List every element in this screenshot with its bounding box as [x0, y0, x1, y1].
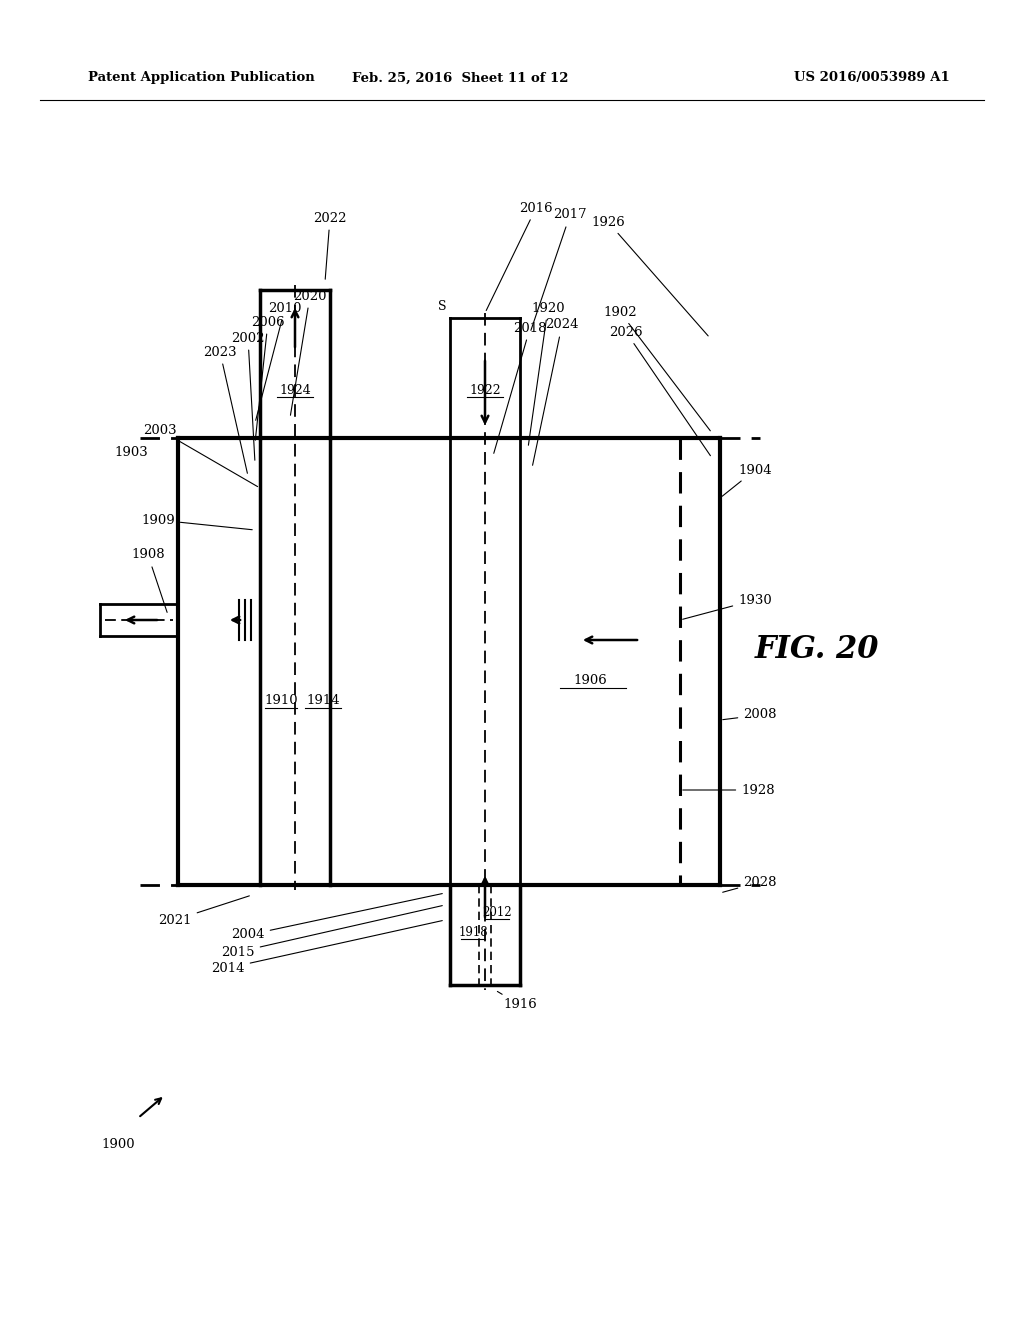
Text: 2008: 2008: [723, 709, 777, 722]
Text: 2020: 2020: [291, 289, 327, 416]
Text: 1914: 1914: [306, 693, 340, 706]
Text: 2016: 2016: [486, 202, 553, 310]
Text: 1910: 1910: [264, 693, 298, 706]
Text: 2024: 2024: [532, 318, 579, 465]
Text: 1902: 1902: [603, 305, 711, 430]
Text: 1928: 1928: [683, 784, 775, 796]
Text: 2018: 2018: [494, 322, 547, 453]
Text: 1920: 1920: [528, 301, 565, 445]
Text: Feb. 25, 2016  Sheet 11 of 12: Feb. 25, 2016 Sheet 11 of 12: [352, 71, 568, 84]
Text: 2026: 2026: [609, 326, 711, 455]
Text: 1900: 1900: [101, 1138, 135, 1151]
Text: 2003: 2003: [143, 424, 258, 487]
Text: S: S: [437, 300, 446, 313]
Text: 1922: 1922: [469, 384, 501, 396]
Text: FIG. 20: FIG. 20: [755, 635, 880, 665]
Text: 2023: 2023: [203, 346, 248, 474]
Text: US 2016/0053989 A1: US 2016/0053989 A1: [795, 71, 950, 84]
Text: 1918: 1918: [458, 925, 487, 939]
Text: 2021: 2021: [159, 896, 250, 927]
Text: Patent Application Publication: Patent Application Publication: [88, 71, 314, 84]
Text: 2004: 2004: [231, 894, 442, 941]
Text: 2002: 2002: [231, 331, 265, 461]
Text: 1916: 1916: [498, 991, 537, 1011]
Text: 2028: 2028: [723, 875, 777, 892]
Text: 2010: 2010: [256, 301, 302, 420]
Text: 1930: 1930: [683, 594, 772, 619]
Text: 1904: 1904: [722, 463, 772, 496]
Text: 1909: 1909: [141, 513, 252, 529]
Text: 1908: 1908: [131, 549, 167, 612]
Text: 2006: 2006: [251, 315, 285, 441]
Text: 1926: 1926: [591, 215, 709, 335]
Text: 2017: 2017: [530, 209, 587, 330]
Text: 1906: 1906: [573, 673, 607, 686]
Text: 2015: 2015: [221, 906, 442, 958]
Text: 2012: 2012: [482, 906, 512, 919]
Text: 2022: 2022: [313, 211, 347, 280]
Text: 1924: 1924: [280, 384, 311, 396]
Text: 2014: 2014: [211, 920, 442, 974]
Text: 1903: 1903: [115, 446, 148, 458]
